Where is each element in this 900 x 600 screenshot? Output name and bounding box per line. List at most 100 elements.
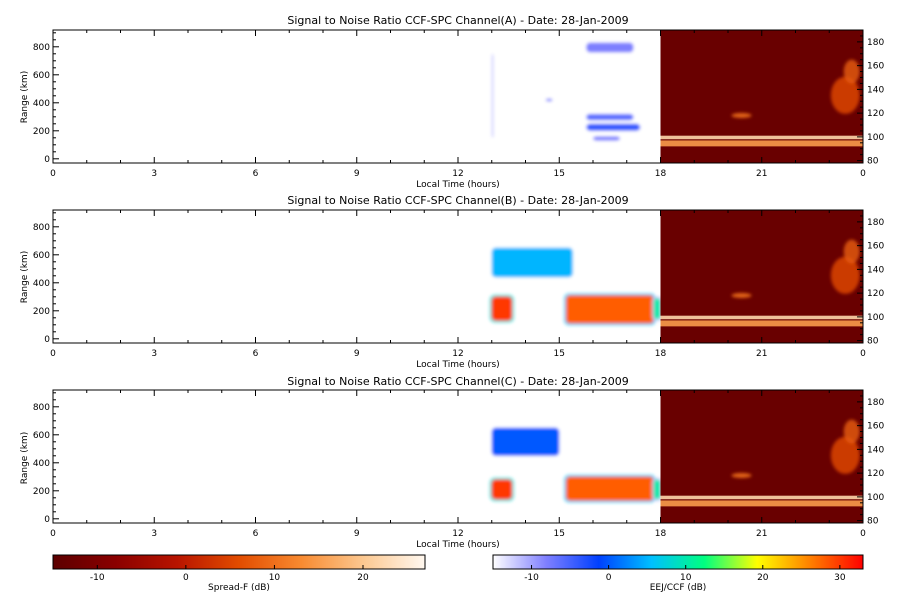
x-tick-label: 12	[452, 529, 463, 539]
x-tick-label: 3	[151, 529, 157, 539]
right-y-tick-label: 100	[867, 133, 884, 143]
eej-echo	[491, 296, 512, 321]
panel-c-xlabel: Local Time (hours)	[416, 540, 499, 550]
spread-f-plume-blob	[843, 419, 860, 444]
right-y-tick-label: 180	[867, 38, 884, 48]
x-tick-label: 0	[860, 169, 866, 179]
right-y-tick-label: 80	[867, 517, 879, 527]
x-tick-label: 0	[860, 349, 866, 359]
x-tick-label: 12	[452, 169, 463, 179]
panel-b-plot: 0 3 6 9 12 15 18 21 0020040060080080100120140160…	[33, 209, 884, 359]
x-tick-label: 15	[554, 349, 565, 359]
spread-f-layer	[660, 320, 863, 327]
y-tick-label: 0	[44, 335, 50, 345]
eej-echo	[586, 42, 634, 53]
panel-a-title: Signal to Noise Ratio CCF-SPC Channel(A)…	[287, 14, 628, 27]
y-tick-label: 0	[44, 515, 50, 525]
y-tick-label: 400	[33, 459, 50, 469]
x-tick-label: 21	[756, 529, 767, 539]
panel-c-ylabel: Range (km)	[20, 432, 30, 484]
eej-echo	[586, 114, 634, 121]
right-y-tick-label: 140	[867, 265, 884, 275]
y-tick-label: 600	[33, 71, 50, 81]
colorbar-tick-label: -10	[524, 573, 539, 583]
x-tick-label: 21	[756, 169, 767, 179]
spread-f-layer	[660, 315, 863, 320]
spread-f-colorbar-label: Spread-F (dB)	[208, 583, 270, 593]
spread-f-layer	[660, 140, 863, 147]
panel-a: Signal to Noise Ratio CCF-SPC Channel(A)…	[20, 14, 884, 190]
right-y-tick-label: 80	[867, 337, 879, 347]
y-tick-label: 800	[33, 403, 50, 413]
spread-f-plume	[731, 419, 860, 478]
eej-echo	[586, 123, 641, 131]
right-y-tick-label: 180	[867, 218, 884, 228]
colorbar-tick-label: 0	[183, 573, 189, 583]
x-tick-label: 9	[354, 349, 360, 359]
eej-echo-layer	[489, 40, 643, 143]
spread-f-plume-blob	[843, 59, 860, 84]
spread-f-patch	[731, 473, 752, 478]
right-y-tick-label: 160	[867, 242, 884, 252]
panel-c: Signal to Noise Ratio CCF-SPC Channel(C)…	[20, 375, 884, 550]
spread-f-layer	[660, 495, 863, 500]
right-y-tick-label: 100	[867, 493, 884, 503]
right-y-tick-label: 160	[867, 422, 884, 432]
right-y-tick-label: 100	[867, 313, 884, 323]
x-tick-label: 3	[151, 349, 157, 359]
y-tick-label: 200	[33, 307, 50, 317]
eej-echo	[566, 295, 654, 324]
y-tick-label: 0	[44, 155, 50, 165]
spread-f-plume	[731, 239, 860, 298]
x-tick-label: 21	[756, 349, 767, 359]
panel-b: Signal to Noise Ratio CCF-SPC Channel(B)…	[20, 194, 884, 370]
y-tick-label: 600	[33, 251, 50, 261]
right-y-tick-label: 120	[867, 469, 884, 479]
right-y-tick-label: 180	[867, 398, 884, 408]
colorbar-gradient	[52, 554, 426, 570]
x-tick-label: 18	[655, 349, 667, 359]
eej-colorbar-label: EEJ/CCF (dB)	[650, 583, 707, 593]
x-tick-label: 15	[554, 169, 565, 179]
panel-a-plot: 0 3 6 9 12 15 18 21 0020040060080080100120140160…	[33, 29, 884, 179]
panel-b-xlabel: Local Time (hours)	[416, 360, 499, 370]
right-y-tick-label: 140	[867, 445, 884, 455]
right-y-tick-label: 140	[867, 85, 884, 95]
eej-echo	[545, 98, 553, 102]
y-tick-label: 600	[33, 431, 50, 441]
y-tick-label: 200	[33, 127, 50, 137]
eej-echo	[653, 479, 661, 500]
x-tick-label: 18	[655, 169, 667, 179]
colorbar-tick-label: 20	[757, 573, 769, 583]
x-tick-label: 6	[253, 529, 259, 539]
right-y-tick-label: 80	[867, 157, 879, 167]
colorbar-tick-label: 0	[606, 573, 612, 583]
eej-echo	[566, 476, 654, 501]
x-tick-label: 0	[50, 169, 56, 179]
spread-f-patch	[731, 113, 752, 118]
y-tick-label: 800	[33, 43, 50, 53]
colorbar-tick-label: 20	[357, 573, 369, 583]
x-tick-label: 9	[354, 529, 360, 539]
spread-f-plume	[731, 59, 860, 118]
panel-a-xlabel: Local Time (hours)	[416, 180, 499, 190]
x-tick-label: 12	[452, 349, 463, 359]
eej-echo	[491, 247, 573, 278]
colorbar-tick-label: -10	[90, 573, 105, 583]
x-tick-label: 9	[354, 169, 360, 179]
colorbar-tick-label: 10	[680, 573, 692, 583]
y-tick-label: 800	[33, 223, 50, 233]
right-y-tick-label: 120	[867, 109, 884, 119]
y-tick-label: 400	[33, 99, 50, 109]
spread-f-layer	[660, 135, 863, 140]
panel-b-title: Signal to Noise Ratio CCF-SPC Channel(B)…	[287, 194, 628, 207]
eej-echo	[593, 136, 620, 141]
y-tick-label: 200	[33, 487, 50, 497]
right-y-tick-label: 120	[867, 289, 884, 299]
spread-f-plume-blob	[830, 436, 860, 474]
x-tick-label: 3	[151, 169, 157, 179]
eej-echo	[491, 53, 494, 138]
panel-c-title: Signal to Noise Ratio CCF-SPC Channel(C)…	[287, 375, 628, 388]
y-tick-label: 400	[33, 279, 50, 289]
